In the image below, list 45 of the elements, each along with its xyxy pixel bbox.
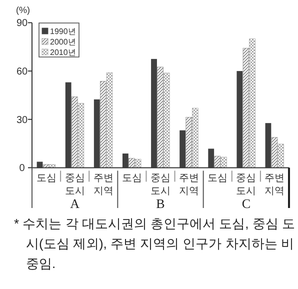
x-tick-label: 도심 bbox=[122, 173, 142, 184]
bar bbox=[163, 72, 170, 168]
bar bbox=[236, 71, 243, 168]
x-tick-label: 주변 지역 bbox=[93, 173, 114, 197]
text: A bbox=[70, 196, 80, 211]
y-tick-label: 60 bbox=[16, 66, 28, 78]
bar bbox=[71, 96, 78, 168]
bar bbox=[151, 58, 157, 168]
x-tick-label: 중심 도시 bbox=[64, 173, 85, 197]
bar bbox=[78, 103, 84, 168]
bar bbox=[128, 158, 135, 168]
text: B bbox=[156, 196, 166, 211]
legend-label: 2010년 bbox=[50, 48, 76, 57]
y-tick-label: 30 bbox=[16, 114, 28, 126]
bar bbox=[265, 123, 272, 168]
bar bbox=[122, 154, 128, 168]
bar bbox=[220, 156, 227, 168]
bar bbox=[208, 148, 214, 168]
x-tick-label: 도심 bbox=[36, 173, 56, 184]
y-tick-label: 0 bbox=[19, 163, 26, 174]
bar bbox=[186, 117, 192, 168]
bar bbox=[157, 66, 164, 168]
text: C bbox=[242, 196, 251, 211]
bar bbox=[271, 137, 278, 168]
bar bbox=[192, 108, 198, 168]
text: * 수치는 각 대도시권의 총인구에서 도심, 중심 도시(도심 제외), 주변 지역의 인구가 차지하는 비중임. bbox=[14, 215, 296, 273]
x-tick-label: 중심 도시 bbox=[236, 173, 256, 197]
bar bbox=[242, 48, 250, 168]
x-tick-label: 주변 지역 bbox=[179, 173, 200, 197]
y-tick-label: 90 bbox=[16, 18, 28, 30]
bar bbox=[94, 99, 100, 168]
bar bbox=[106, 72, 113, 168]
bar bbox=[100, 80, 106, 168]
legend-label: 2000년 bbox=[50, 38, 76, 46]
x-tick-label: 주변 지역 bbox=[264, 173, 285, 197]
y-axis-title: (%) bbox=[16, 5, 30, 15]
legend-label: 1990년 bbox=[50, 27, 76, 36]
bar bbox=[249, 38, 256, 168]
bar bbox=[134, 158, 142, 168]
bar bbox=[65, 82, 72, 168]
bar bbox=[214, 156, 221, 168]
x-tick-label: 도심 bbox=[208, 173, 228, 184]
x-tick-label: 중심 도시 bbox=[150, 173, 170, 197]
bar bbox=[180, 130, 186, 168]
bar bbox=[278, 144, 284, 168]
